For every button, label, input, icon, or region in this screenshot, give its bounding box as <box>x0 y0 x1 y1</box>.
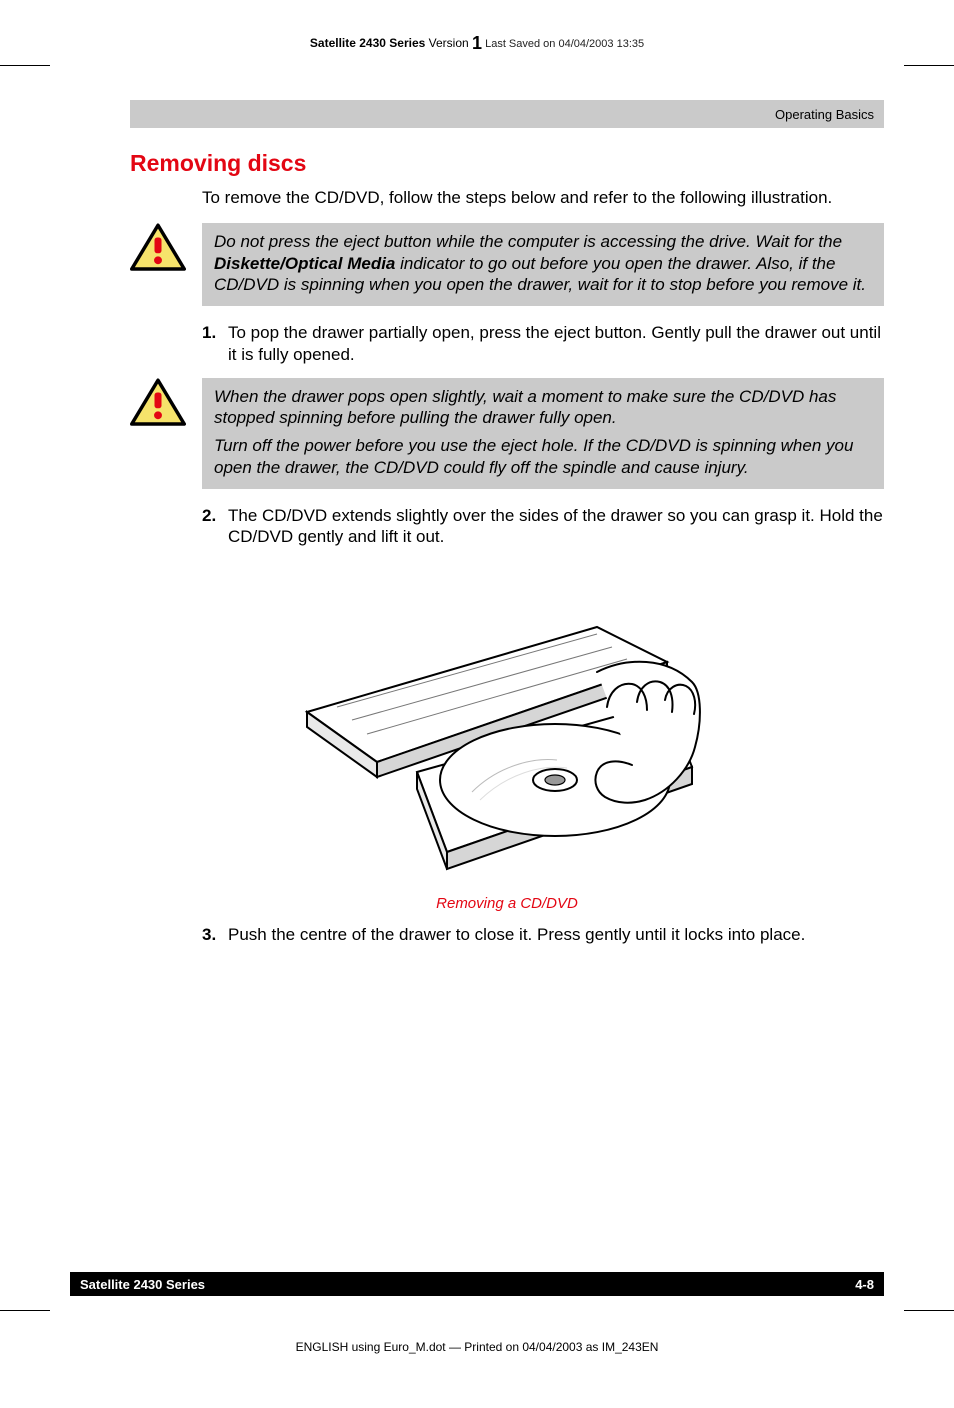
crop-mark <box>904 1310 954 1311</box>
section-bar: Operating Basics <box>130 100 884 128</box>
footer-note: ENGLISH using Euro_M.dot — Printed on 04… <box>0 1340 954 1354</box>
crop-mark <box>0 1310 50 1311</box>
step-3: 3. Push the centre of the drawer to clos… <box>202 924 884 946</box>
warning-text-1: Do not press the eject button while the … <box>202 223 884 306</box>
step-3-text: Push the centre of the drawer to close i… <box>228 924 884 946</box>
step-1-text: To pop the drawer partially open, press … <box>228 322 884 366</box>
section-bar-label: Operating Basics <box>775 107 874 122</box>
step-1-num: 1. <box>202 322 228 366</box>
content-area: Removing discs To remove the CD/DVD, fol… <box>130 150 884 958</box>
warning2-p2: Turn off the power before you use the ej… <box>214 435 874 479</box>
document-page: Satellite 2430 Series Version 1 Last Sav… <box>0 0 954 1408</box>
step-2-num: 2. <box>202 505 228 549</box>
step-1: 1. To pop the drawer partially open, pre… <box>202 322 884 366</box>
step-2-text: The CD/DVD extends slightly over the sid… <box>228 505 884 549</box>
caution-icon <box>130 378 190 433</box>
step-2: 2. The CD/DVD extends slightly over the … <box>202 505 884 549</box>
heading-removing-discs: Removing discs <box>130 150 884 177</box>
crop-mark <box>0 65 50 66</box>
warning1-bold: Diskette/Optical Media <box>214 254 395 273</box>
figure-caption: Removing a CD/DVD <box>130 895 884 912</box>
footer-bar: Satellite 2430 Series 4-8 <box>70 1272 884 1296</box>
header-version-label: Version <box>425 36 472 50</box>
warning2-p1: When the drawer pops open slightly, wait… <box>214 386 874 430</box>
warning-block-1: Do not press the eject button while the … <box>130 223 884 306</box>
step-3-num: 3. <box>202 924 228 946</box>
header-series: Satellite 2430 Series <box>310 36 425 50</box>
page-header: Satellite 2430 Series Version 1 Last Sav… <box>0 33 954 54</box>
warning-text-2: When the drawer pops open slightly, wait… <box>202 378 884 489</box>
footer-title: Satellite 2430 Series <box>80 1277 205 1292</box>
footer-page: 4-8 <box>855 1277 874 1292</box>
warning-block-2: When the drawer pops open slightly, wait… <box>130 378 884 489</box>
caution-icon <box>130 223 190 278</box>
crop-mark <box>904 65 954 66</box>
header-version-num: 1 <box>472 33 482 53</box>
intro-text: To remove the CD/DVD, follow the steps b… <box>202 187 884 209</box>
figure-removing-cd <box>130 562 884 887</box>
warning1-part1: Do not press the eject button while the … <box>214 232 842 251</box>
header-saved: Last Saved on 04/04/2003 13:35 <box>482 38 644 50</box>
